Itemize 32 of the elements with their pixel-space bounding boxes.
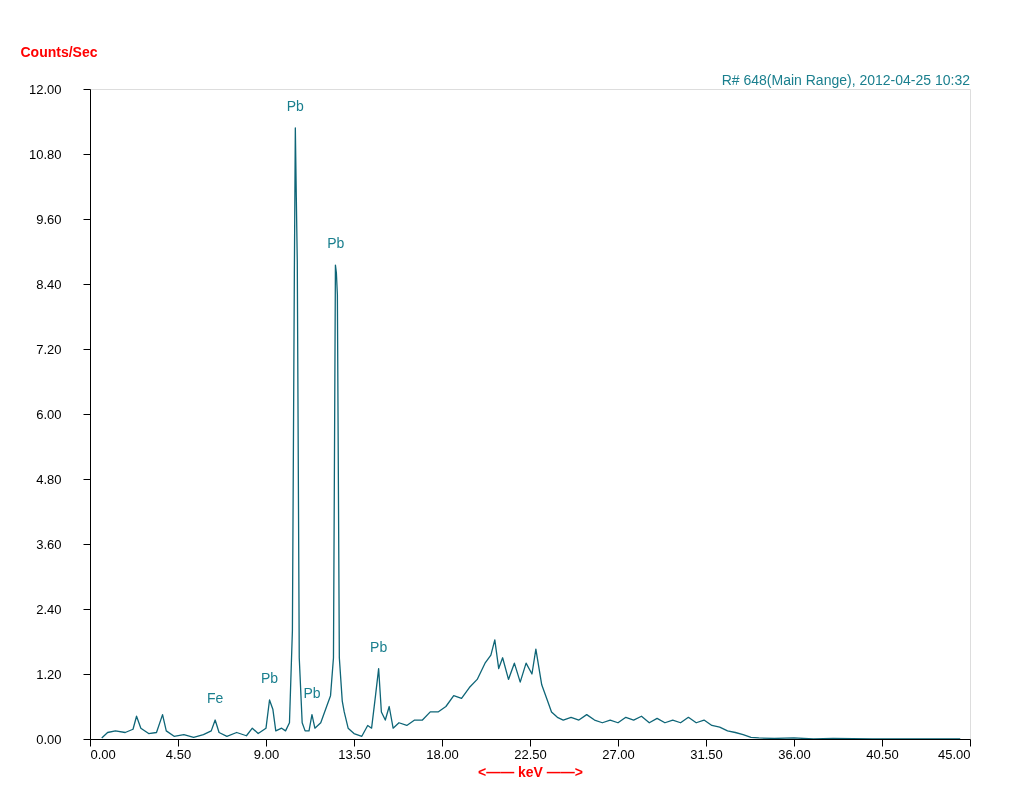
x-tick-label: 40.50	[866, 746, 899, 762]
x-tick-label: 22.50	[514, 746, 547, 762]
annotation: Pb	[286, 98, 305, 114]
annotation: Fe	[206, 690, 224, 707]
y-tick-label: 10.80	[28, 146, 62, 162]
y-tick-label: 4.80	[36, 471, 62, 487]
y-tick-label: 2.40	[36, 601, 62, 617]
x-tick-label: 0.00	[90, 746, 116, 762]
y-tick-label: 1.20	[36, 666, 62, 682]
x-tick-label: 45.00	[937, 746, 971, 762]
x-tick-label: 4.50	[165, 746, 192, 762]
line-series	[101, 127, 961, 739]
y-tick-label: 3.60	[36, 536, 62, 552]
annotation: Pb	[327, 235, 345, 252]
annotation: Pb	[370, 638, 388, 655]
y-tick-label: 9.60	[36, 211, 62, 227]
annotation: Pb	[260, 670, 279, 686]
x-tick-label: 27.00	[602, 746, 635, 762]
y-tick-label: 12.00	[28, 81, 62, 97]
annotation: Pb	[303, 684, 321, 701]
x-tick-label: 18.00	[426, 746, 459, 762]
y-tick-label: 7.20	[36, 341, 62, 357]
x-tick-label: 36.00	[778, 746, 811, 762]
y-tick-label: 0.00	[36, 731, 62, 747]
y-axis-title: Counts/Sec	[20, 43, 98, 60]
x-tick-label: 9.00	[253, 746, 280, 762]
x-tick-label: 31.50	[690, 746, 723, 762]
y-tick-label: 8.40	[36, 276, 62, 292]
text: R# 648(Main Range), 2012-04-25 10:32	[721, 72, 971, 88]
y-tick-label: 6.00	[36, 406, 62, 422]
x-tick-label: 13.50	[338, 746, 371, 762]
x-axis-title: <—— keV ——>	[477, 763, 584, 780]
